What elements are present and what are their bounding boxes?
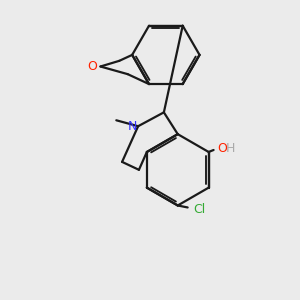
Text: N: N bbox=[128, 120, 137, 133]
Text: H: H bbox=[226, 142, 235, 154]
Text: O: O bbox=[218, 142, 227, 154]
Text: O: O bbox=[88, 60, 98, 73]
Text: Cl: Cl bbox=[194, 203, 206, 216]
